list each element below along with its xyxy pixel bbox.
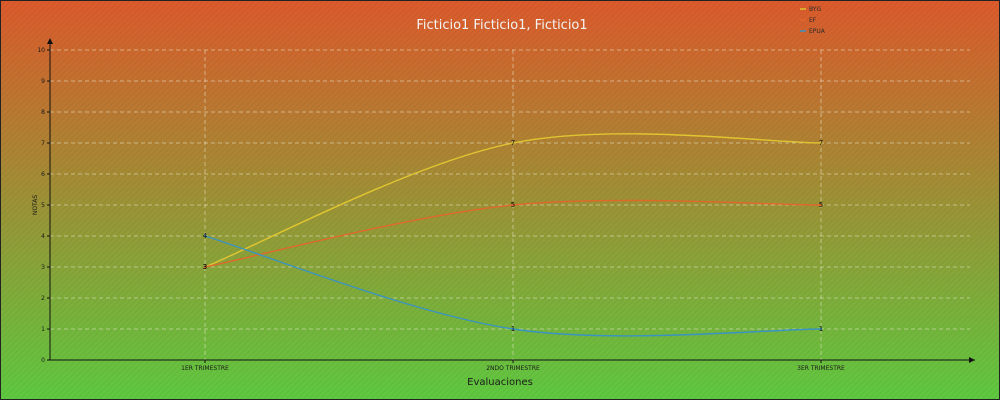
chart-title: Ficticio1 Ficticio1, Ficticio1 (416, 18, 587, 33)
series-lines (203, 133, 823, 337)
y-tick-label: 10 (37, 47, 45, 54)
data-point-ef (819, 203, 823, 207)
data-label-epua: 4 (203, 232, 208, 240)
data-label-ef: 5 (819, 201, 823, 209)
y-tick-label: 8 (41, 109, 45, 116)
data-point-ef (511, 203, 515, 207)
y-tick-label: 7 (41, 140, 45, 147)
data-label-byg: 3 (203, 263, 207, 271)
y-tick-label: 6 (41, 171, 45, 178)
legend-label-epua: EPUA (809, 28, 826, 35)
data-point-epua (203, 234, 207, 238)
data-point-byg (819, 141, 823, 145)
y-tick-label: 1 (41, 326, 45, 333)
data-point-epua (819, 327, 823, 331)
y-tick-label: 9 (41, 78, 45, 85)
axes: 0 1 2 3 4 5 6 7 8 9 10 1ER TRIMESTRE 2NDO TRIMESTRE 3… (37, 38, 975, 372)
data-label-epua: 1 (819, 325, 823, 333)
x-tick-label: 3ER TRIMESTRE (797, 365, 845, 372)
data-label-ef: 5 (511, 201, 515, 209)
x-axis-label: Evaluaciones (467, 377, 533, 388)
data-label-ef: 3 (203, 263, 207, 271)
data-label-byg: 7 (819, 139, 823, 147)
y-tick-label: 2 (41, 295, 45, 302)
legend-label-ef: EF (809, 17, 817, 24)
data-labels: 37 735 541 1 (203, 139, 823, 333)
y-tick-label: 4 (41, 233, 45, 240)
y-tick-label: 0 (41, 357, 45, 364)
legend-label-byg: BYG (809, 6, 821, 13)
data-label-byg: 7 (511, 139, 515, 147)
legend: BYG EF EPUA (800, 6, 826, 35)
data-point-byg (511, 141, 515, 145)
y-tick-label: 3 (41, 264, 45, 271)
data-label-epua: 1 (511, 325, 515, 333)
y-tick-label: 5 (41, 202, 45, 209)
x-tick-label: 1ER TRIMESTRE (181, 365, 229, 372)
data-point-epua (511, 327, 515, 331)
y-axis-arrow (47, 38, 53, 44)
data-point-ef (203, 265, 207, 269)
x-tick-label: 2NDO TRIMESTRE (486, 365, 540, 372)
x-axis-arrow (969, 357, 975, 363)
y-axis-label: NOTAS (32, 195, 39, 216)
